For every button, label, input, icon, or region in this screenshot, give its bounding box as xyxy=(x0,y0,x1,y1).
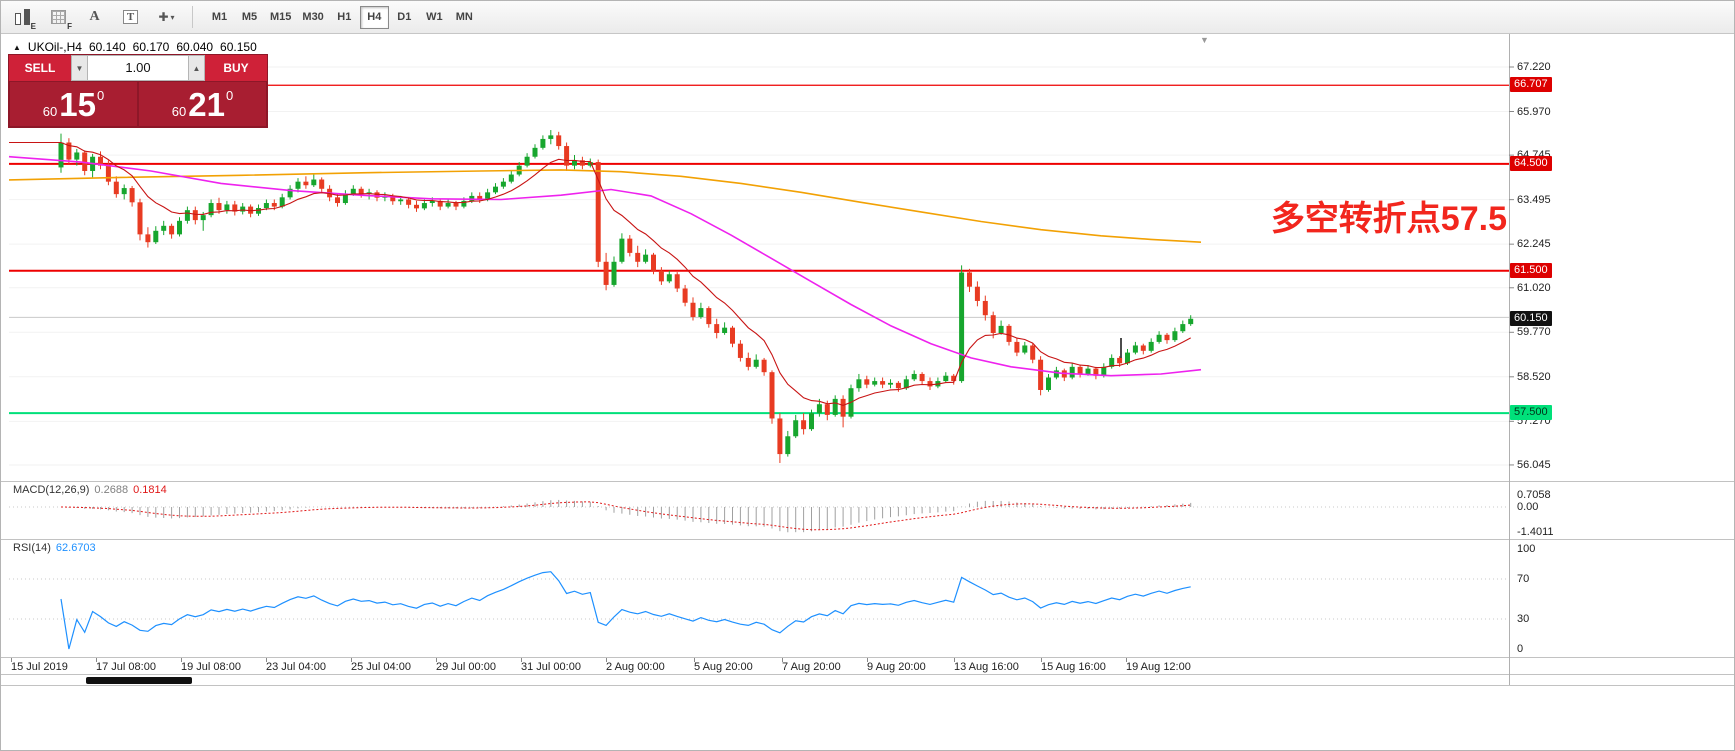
dropdown-chevron-icon: ▾ xyxy=(170,12,175,22)
buy-price-prefix: 60 xyxy=(171,104,187,119)
sell-price-big: 15 xyxy=(59,85,96,123)
collapse-panel-icon[interactable]: ▲ xyxy=(13,42,21,52)
letter-a-glyph: A xyxy=(89,9,100,24)
tf-button-mn[interactable]: MN xyxy=(450,6,479,29)
crosshair-glyph: ✚ xyxy=(158,10,169,24)
rsi-title: RSI(14) xyxy=(13,542,51,554)
quote-high: 60.170 xyxy=(132,40,170,54)
rsi-value: 62.6703 xyxy=(55,542,96,554)
chart-edit-icon[interactable]: E xyxy=(9,5,36,31)
tf-button-m30[interactable]: M30 xyxy=(297,6,328,29)
volume-input[interactable]: 1.00 xyxy=(88,55,188,81)
symbol-period-label: UKOil-,H4 xyxy=(27,40,82,54)
trade-panel-top-row: SELL ▼ 1.00 ▲ BUY xyxy=(9,55,267,81)
buy-price-sup: 0 xyxy=(225,88,234,103)
tf-button-m5[interactable]: M5 xyxy=(235,6,264,29)
crosshair-tool-icon[interactable]: ✚ ▾ xyxy=(153,5,180,30)
buy-price-big: 21 xyxy=(188,85,225,123)
textbox-tool-icon[interactable]: T xyxy=(117,5,144,30)
buy-price-display[interactable]: 60 21 0 xyxy=(138,81,267,127)
quote-open: 60.140 xyxy=(88,40,126,54)
buy-button[interactable]: BUY xyxy=(205,55,267,81)
sell-price-sup: 0 xyxy=(96,88,105,103)
sell-price-prefix: 60 xyxy=(42,104,58,119)
quote-header: ▲ UKOil-,H4 60.140 60.170 60.040 60.150 xyxy=(13,40,257,54)
tf-button-m1[interactable]: M1 xyxy=(205,6,234,29)
toolbar: E F A T ✚ ▾ M1 M5 M15 M30 H1 H4 D1 W1 MN xyxy=(1,1,1734,34)
grid-icon[interactable]: F xyxy=(45,5,72,31)
volume-stepper: ▼ 1.00 ▲ xyxy=(71,55,205,81)
quote-close: 60.150 xyxy=(220,40,257,54)
tf-button-h4[interactable]: H4 xyxy=(359,5,389,29)
letter-t-glyph: T xyxy=(122,10,139,24)
volume-increase-button[interactable]: ▲ xyxy=(188,55,205,81)
horizontal-scrollbar-thumb[interactable] xyxy=(86,677,192,684)
grid-glyph xyxy=(51,10,66,24)
macd-value: 0.2688 xyxy=(94,484,129,496)
macd-title: MACD(12,26,9) xyxy=(13,484,90,496)
tf-button-h1[interactable]: H1 xyxy=(330,6,359,29)
tf-button-w1[interactable]: W1 xyxy=(420,6,449,29)
macd-header: MACD(12,26,9) 0.2688 0.1814 xyxy=(13,484,167,496)
quote-low: 60.040 xyxy=(176,40,214,54)
toolbar-icon-group: E F A T ✚ ▾ xyxy=(9,5,180,31)
macd-signal-value: 0.1814 xyxy=(133,484,167,496)
sell-button[interactable]: SELL xyxy=(9,55,71,81)
sell-price-display[interactable]: 60 15 0 xyxy=(9,81,138,127)
tf-button-m15[interactable]: M15 xyxy=(265,6,296,29)
candles-glyph xyxy=(15,8,30,25)
one-click-trading-panel: SELL ▼ 1.00 ▲ BUY 60 15 0 60 21 0 xyxy=(9,55,267,127)
chart-shift-marker-icon[interactable]: ▼ xyxy=(1200,35,1209,45)
timeframe-button-group: M1 M5 M15 M30 H1 H4 D1 W1 MN xyxy=(205,5,480,29)
tf-button-d1[interactable]: D1 xyxy=(390,6,419,29)
icon-sub-letter: F xyxy=(67,21,72,31)
icon-sub-letter: E xyxy=(30,21,36,31)
volume-decrease-button[interactable]: ▼ xyxy=(71,55,88,81)
rsi-header: RSI(14) 62.6703 xyxy=(13,542,96,554)
trade-panel-price-row: 60 15 0 60 21 0 xyxy=(9,81,267,127)
text-label-tool-icon[interactable]: A xyxy=(81,5,108,30)
chart-annotation: 多空转折点57.5 xyxy=(1270,200,1507,238)
toolbar-separator xyxy=(192,6,193,28)
